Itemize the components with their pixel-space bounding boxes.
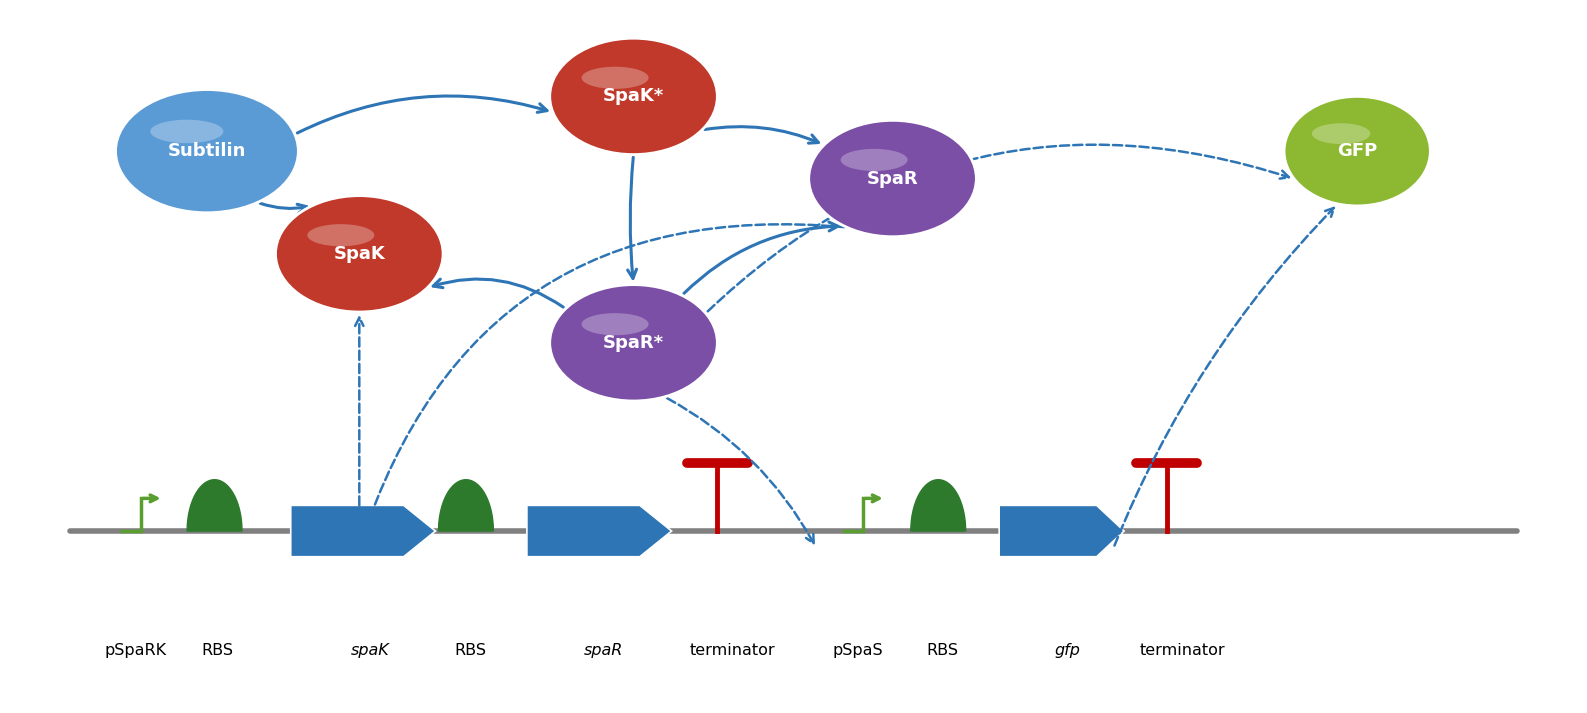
Polygon shape: [187, 480, 241, 531]
Text: RBS: RBS: [202, 643, 233, 658]
Ellipse shape: [151, 120, 224, 143]
Text: terminator: terminator: [690, 643, 776, 658]
Ellipse shape: [1284, 96, 1430, 206]
Ellipse shape: [276, 195, 443, 312]
Text: terminator: terminator: [1139, 643, 1225, 658]
Ellipse shape: [809, 120, 976, 237]
Text: GFP: GFP: [1338, 142, 1378, 160]
Ellipse shape: [581, 67, 649, 89]
Polygon shape: [1000, 506, 1124, 557]
Text: spaK: spaK: [351, 643, 389, 658]
Text: spaR: spaR: [584, 643, 622, 658]
Text: gfp: gfp: [1055, 643, 1081, 658]
Polygon shape: [911, 480, 965, 531]
Text: pSpaS: pSpaS: [832, 643, 882, 658]
Text: pSpaRK: pSpaRK: [105, 643, 167, 658]
Ellipse shape: [841, 149, 908, 171]
Polygon shape: [290, 506, 435, 557]
Text: Subtilin: Subtilin: [168, 142, 246, 160]
Text: SpaR*: SpaR*: [603, 334, 663, 352]
Ellipse shape: [116, 90, 298, 212]
Ellipse shape: [581, 313, 649, 335]
Text: RBS: RBS: [927, 643, 959, 658]
Polygon shape: [438, 480, 494, 531]
Text: SpaR: SpaR: [867, 170, 919, 188]
Text: RBS: RBS: [454, 643, 487, 658]
Ellipse shape: [549, 39, 717, 155]
Ellipse shape: [308, 224, 375, 246]
Text: SpaK*: SpaK*: [603, 88, 663, 106]
Text: SpaK: SpaK: [333, 245, 386, 263]
Ellipse shape: [549, 284, 717, 401]
Ellipse shape: [1312, 123, 1370, 144]
Polygon shape: [527, 506, 671, 557]
